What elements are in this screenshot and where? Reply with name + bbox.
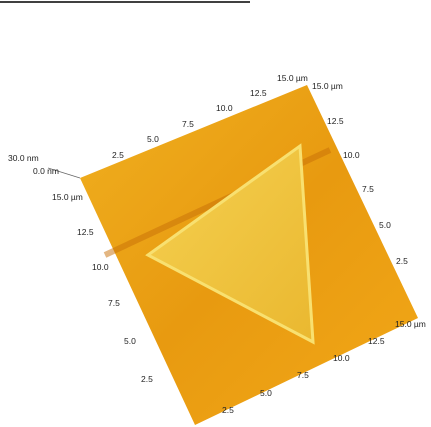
left-axis-label: 10.0 [92,262,109,272]
left-axis-label: 5.0 [124,336,136,346]
left-axis-label: 7.5 [108,298,120,308]
right-axis-label: 12.5 [327,116,344,126]
right-axis-label: 5.0 [379,220,391,230]
left-axis-label: 12.5 [77,227,94,237]
right-axis-label: 10.0 [343,150,360,160]
back-axis-label: 2.5 [112,150,124,160]
z-axis [47,167,81,179]
back-axis-label: 5.0 [147,134,159,144]
back-axis-label: 10.0 [216,103,233,113]
front-axis-label: 15.0 µm [395,319,426,329]
right-axis-label: 15.0 µm [312,81,343,91]
front-axis-label: 2.5 [222,405,234,415]
left-axis-label: 15.0 µm [52,192,83,202]
front-axis-label: 12.5 [368,336,385,346]
triangle-flake [145,143,315,345]
front-axis-label: 5.0 [260,388,272,398]
left-axis-label: 2.5 [141,374,153,384]
z-min-label: 0.0 nm [33,166,59,176]
front-axis-label: 10.0 [333,353,350,363]
back-axis-label: 12.5 [250,88,267,98]
back-axis-label: 7.5 [182,119,194,129]
right-axis-label: 2.5 [396,256,408,266]
back-axis-label: 15.0 µm [277,73,308,83]
right-axis-label: 7.5 [362,184,374,194]
z-max-label: 30.0 nm [8,153,39,163]
labels: 30.0 nm 0.0 nm 2.5 5.0 7.5 10.0 12.5 15.0 µm 1… [8,73,426,415]
front-axis-label: 7.5 [297,370,309,380]
